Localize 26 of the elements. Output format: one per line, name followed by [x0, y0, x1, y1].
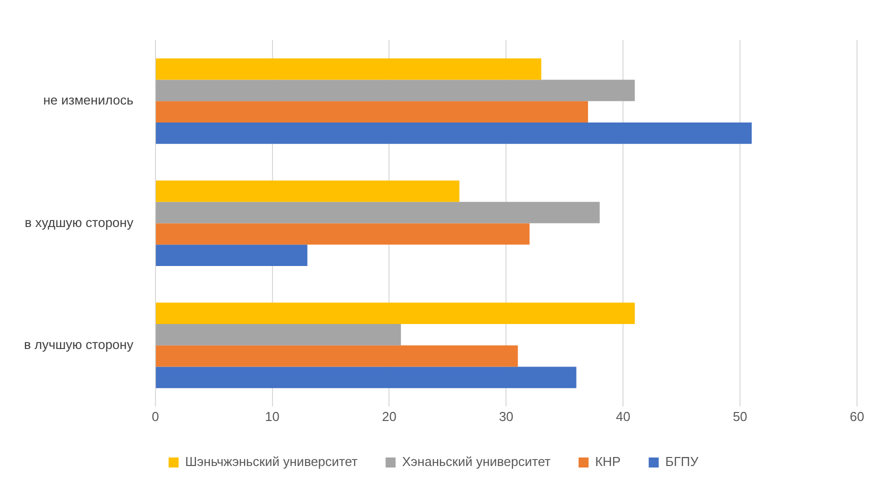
- bar: [156, 324, 401, 346]
- y-tick-label: не изменилось: [43, 92, 134, 108]
- legend-label: Шэньчжэньский университет: [185, 454, 358, 470]
- y-tick-label: в худшую сторону: [24, 214, 134, 230]
- bar: [156, 180, 460, 202]
- y-tick-label: в лучшую сторону: [24, 336, 134, 352]
- x-tick-label: 60: [850, 408, 864, 424]
- x-tick-label: 40: [616, 408, 630, 424]
- bar: [156, 202, 600, 224]
- x-tick-label: 50: [732, 408, 748, 424]
- x-tick-label: 20: [382, 408, 396, 424]
- x-tick-label: 10: [265, 408, 280, 424]
- bar: [156, 223, 530, 245]
- bar: [156, 80, 635, 102]
- bar: [156, 101, 588, 122]
- bar: [156, 58, 542, 80]
- legend-label: БГПУ: [665, 454, 700, 470]
- bar: [156, 122, 752, 144]
- legend-label: КНР: [595, 454, 621, 470]
- legend-label: Хэнаньский университет: [402, 454, 551, 470]
- bar: [156, 366, 576, 388]
- bar: [156, 345, 518, 367]
- x-tick-label: 30: [498, 408, 514, 424]
- bar: [156, 244, 308, 266]
- bar: [156, 302, 635, 324]
- x-tick-label: 0: [152, 408, 159, 424]
